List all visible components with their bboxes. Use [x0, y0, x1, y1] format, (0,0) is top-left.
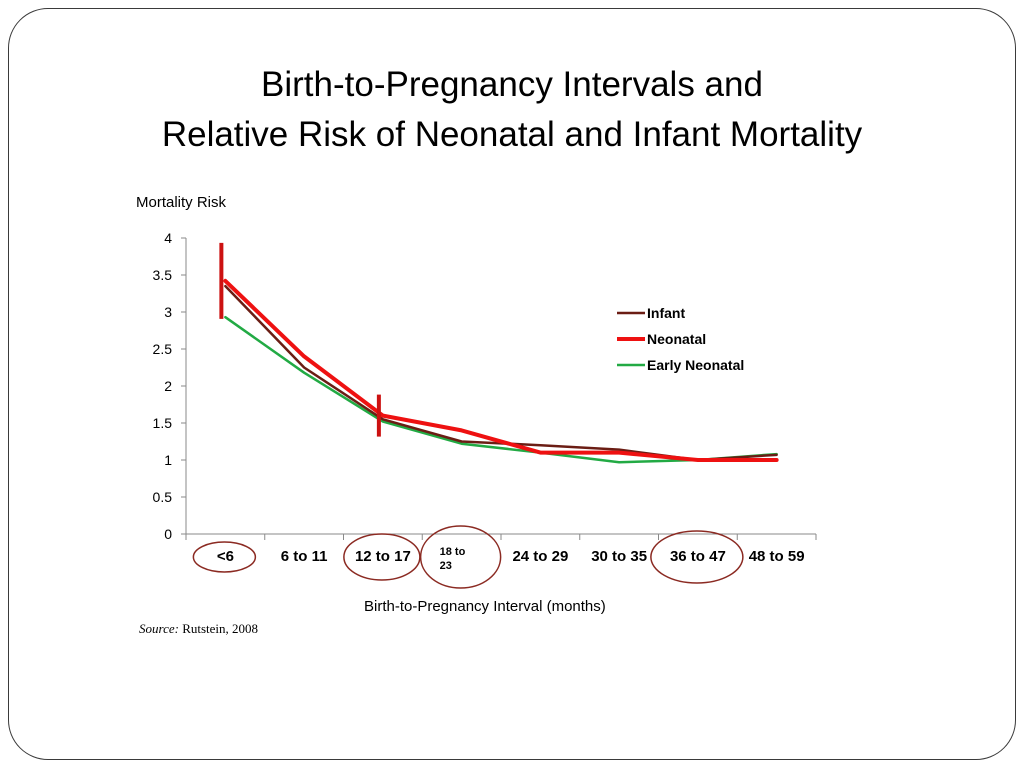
- category-highlight-circle: [192, 541, 257, 573]
- x-tick-label: <6: [217, 548, 234, 565]
- y-tick-label: 2: [164, 378, 172, 394]
- legend-label: Infant: [647, 305, 685, 321]
- x-tick-label: 36 to 47: [670, 548, 726, 565]
- slide-title: Birth-to-Pregnancy Intervals and Relativ…: [0, 60, 1024, 160]
- category-highlight-circle: [650, 530, 744, 584]
- slide-frame: [8, 8, 1016, 760]
- y-tick-label: 3.5: [153, 267, 173, 283]
- y-tick-label: 1.5: [153, 415, 173, 431]
- x-axis-label: Birth-to-Pregnancy Interval (months): [364, 598, 606, 615]
- x-tick-label: 18 to: [440, 546, 466, 558]
- source-note: Source: Rutstein, 2008: [139, 621, 258, 637]
- x-tick-label: 30 to 35: [591, 548, 647, 565]
- x-tick-label: 48 to 59: [749, 548, 805, 565]
- source-value: Rutstein, 2008: [182, 621, 259, 636]
- y-tick-label: 0.5: [153, 489, 173, 505]
- y-tick-label: 2.5: [153, 341, 173, 357]
- legend-label: Neonatal: [647, 331, 706, 347]
- title-line-2: Relative Risk of Neonatal and Infant Mor…: [161, 115, 863, 154]
- x-tick-label: 6 to 11: [281, 548, 328, 565]
- y-tick-label: 3: [164, 304, 172, 320]
- y-tick-label: 1: [164, 452, 172, 468]
- x-tick-label: 23: [440, 560, 452, 572]
- y-tick-label: 4: [164, 230, 172, 246]
- legend-label: Early Neonatal: [647, 357, 744, 373]
- title-line-1: Birth-to-Pregnancy Intervals and: [261, 65, 763, 104]
- series-line-infant: [224, 284, 778, 462]
- x-tick-label: 12 to 17: [355, 548, 411, 565]
- y-axis-label: Mortality Risk: [136, 194, 227, 211]
- y-tick-label: 0: [164, 526, 172, 542]
- x-tick-label: 24 to 29: [512, 548, 568, 565]
- category-highlight-circle: [419, 525, 502, 589]
- source-key: Source:: [139, 621, 179, 636]
- series-line-neonatal: [223, 278, 779, 462]
